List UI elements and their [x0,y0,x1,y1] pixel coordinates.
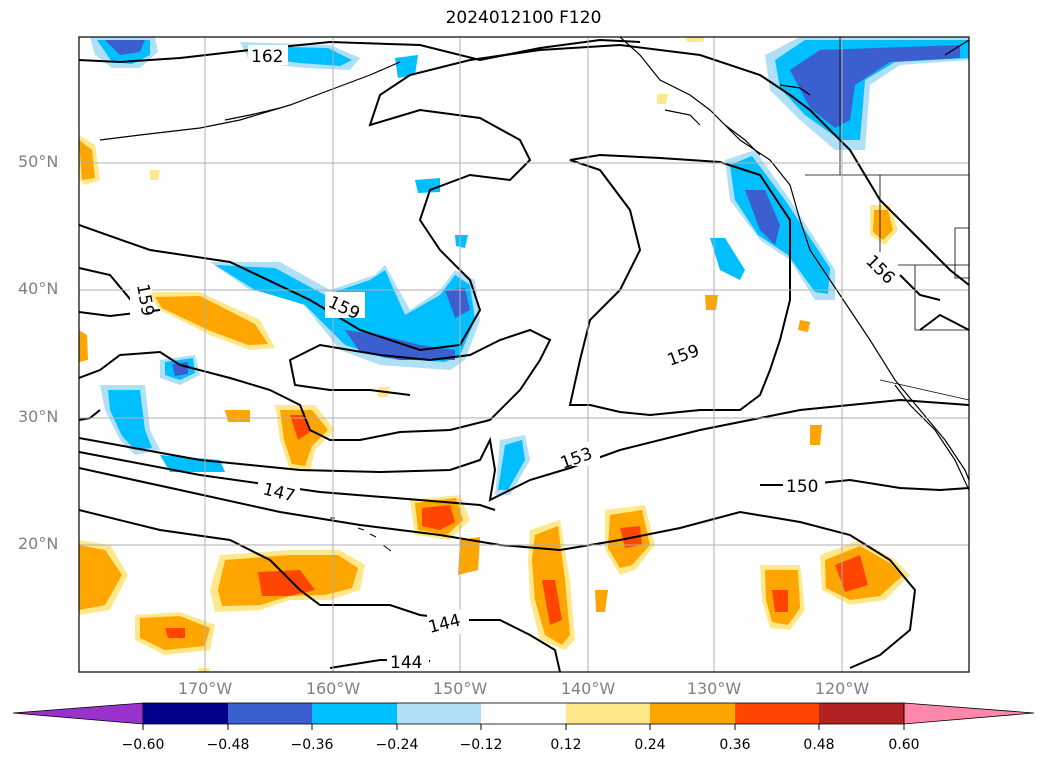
colorbar-segment [566,703,650,724]
colorbar-tick: 0.60 [888,737,920,753]
lon-label-160w: 160°W [305,679,361,698]
colorbar-segment [397,703,481,724]
colorbar-tick: −0.60 [121,737,165,753]
lat-label-50n: 50°N [18,152,59,171]
lon-label-150w: 150°W [432,679,488,698]
colorbar-segment [481,703,566,724]
colorbar-tick: 0.36 [719,737,751,753]
colorbar-tick: −0.12 [459,737,503,753]
lon-label-140w: 140°W [560,679,616,698]
colorbar-tick: −0.24 [375,737,419,753]
contour-label-162: 162 [251,47,283,67]
colorbar-segment [819,703,904,724]
contour-label-144-bottom: 144 [390,653,422,673]
colorbar-segment [143,703,228,724]
lon-label-120w: 120°W [814,679,870,698]
map-title: 2024012100 F120 [445,8,602,28]
lat-label-20n: 20°N [18,534,59,553]
colorbar-segment [650,703,735,724]
colorbar-tick: 0.48 [803,737,835,753]
colorbar-tick: 0.24 [634,737,666,753]
graticule [79,37,969,672]
colorbar-tick: 0.12 [550,737,582,753]
positive-anomaly-regions [79,37,910,672]
colorbar-extend-high [903,702,1035,725]
colorbar-segment [228,703,312,724]
lon-label-170w: 170°W [177,679,233,698]
lat-label-40n: 40°N [18,279,59,298]
colorbar-extend-low [12,702,144,725]
map-area: 162 159 159 159 156 153 150 147 144 144 [79,37,969,673]
colorbar-segment [735,703,819,724]
colorbar-tick: −0.48 [206,737,250,753]
colorbar-segment [312,703,397,724]
contour-label-150: 150 [786,477,818,497]
map-frame [78,36,970,673]
colorbar [12,702,1035,730]
colorbar-tick: −0.36 [290,737,334,753]
lon-label-130w: 130°W [686,679,742,698]
coastlines [99,37,969,491]
lat-label-30n: 30°N [18,407,59,426]
